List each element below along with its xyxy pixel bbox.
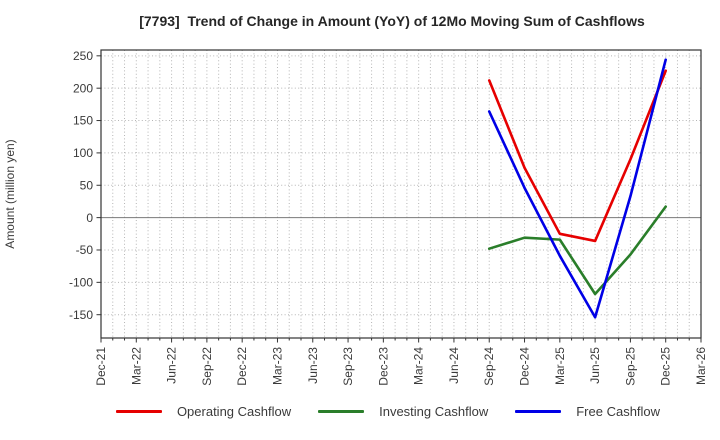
axis-ticks — [96, 55, 702, 343]
grid-lines — [100, 50, 702, 338]
cashflow-chart: [7793] Trend of Change in Amount (YoY) o… — [3, 13, 708, 386]
x-tick-label: Mar-25 — [553, 347, 567, 385]
series-line-free-cashflow — [487, 58, 668, 319]
series-lines — [487, 58, 668, 319]
chart-legend: Operating Cashflow Investing Cashflow Fr… — [56, 399, 720, 423]
x-tick-label: Mar-26 — [694, 347, 708, 385]
axis-tick-labels: Dec-21 Mar-22 Jun-22 Sep-22 Dec-22 Mar-23 Jun-… — [69, 49, 708, 386]
x-tick-label: Sep-23 — [341, 347, 355, 386]
x-tick-label: Sep-22 — [200, 347, 214, 386]
y-tick-label: 50 — [80, 178, 94, 192]
investing-cashflow-line-swatch — [318, 409, 365, 413]
x-tick-label: Jun-24 — [447, 347, 461, 384]
x-tick-label: Dec-21 — [94, 347, 108, 386]
operating-cashflow-line-swatch — [115, 409, 162, 413]
y-axis-label: Amount (million yen) — [3, 139, 17, 248]
legend-label-operating-cashflow: Operating Cashflow — [176, 403, 292, 419]
legend-label-investing-cashflow: Investing Cashflow — [379, 403, 489, 419]
x-tick-label: Jun-22 — [165, 347, 179, 384]
x-tick-label: Jun-25 — [588, 347, 602, 384]
y-tick-label: 150 — [73, 114, 93, 128]
x-tick-label: Dec-24 — [518, 347, 532, 386]
x-tick-label: Jun-23 — [306, 347, 320, 384]
x-tick-label: Mar-23 — [270, 347, 284, 385]
y-tick-label: -50 — [76, 243, 94, 257]
legend-item-free-cashflow: Free Cashflow — [515, 405, 660, 418]
frame-rect — [100, 49, 702, 339]
x-tick-label: Mar-22 — [129, 347, 143, 385]
x-tick-label: Sep-24 — [482, 347, 496, 386]
legend-item-operating-cashflow: Operating Cashflow — [115, 403, 292, 419]
y-tick-label: 200 — [73, 81, 93, 95]
y-tick-label: -100 — [69, 276, 93, 290]
y-tick-label: -150 — [69, 308, 93, 322]
y-tick-label: 250 — [73, 49, 93, 63]
chart-title: [7793] Trend of Change in Amount (YoY) o… — [139, 13, 645, 29]
y-tick-label: 100 — [73, 146, 93, 160]
x-tick-label: Dec-22 — [235, 347, 249, 386]
free-cashflow-line-swatch — [515, 409, 562, 413]
x-tick-label: Dec-25 — [659, 347, 673, 386]
legend-item-investing-cashflow: Investing Cashflow — [318, 405, 488, 418]
x-tick-label: Mar-24 — [412, 347, 426, 385]
series-line-investing-cashflow — [487, 205, 668, 296]
series-line-operating-cashflow — [487, 69, 668, 243]
y-tick-label: 0 — [86, 211, 93, 225]
x-tick-label: Sep-25 — [623, 347, 637, 386]
legend-label-free-cashflow: Free Cashflow — [576, 403, 661, 419]
plot-frame — [100, 49, 702, 339]
x-tick-label: Dec-23 — [376, 347, 390, 386]
